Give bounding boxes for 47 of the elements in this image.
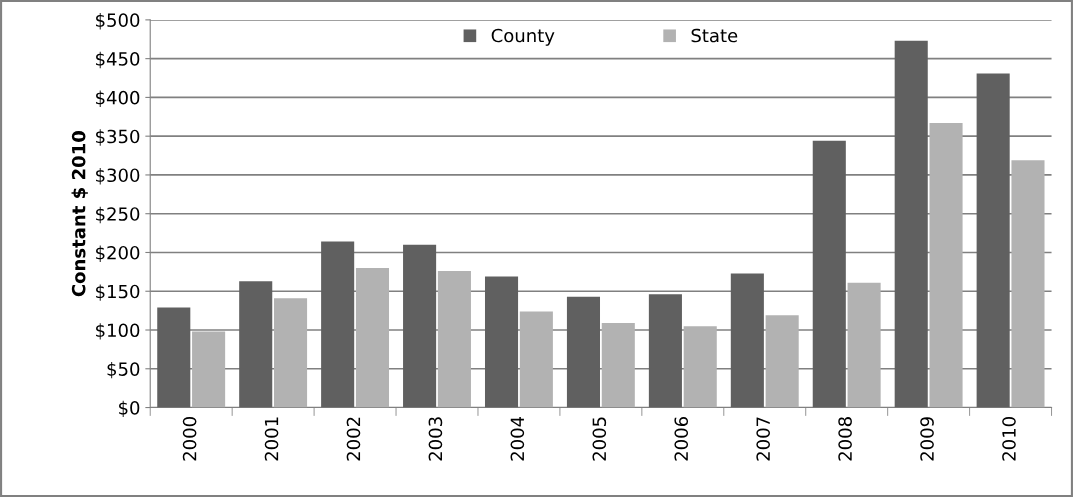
bar <box>321 241 355 408</box>
bar <box>1011 160 1045 408</box>
y-tick-label: $200 <box>96 245 140 262</box>
x-tick-label: 2005 <box>592 417 607 461</box>
bar <box>894 40 928 408</box>
x-tick-label: 2003 <box>428 417 443 461</box>
bar <box>929 123 963 408</box>
bar <box>239 281 273 408</box>
y-tick-label: $150 <box>96 284 140 301</box>
x-tick-label: 2009 <box>920 417 934 461</box>
bar <box>976 73 1010 408</box>
bar <box>519 311 553 408</box>
bar <box>812 140 846 408</box>
bar <box>274 298 308 408</box>
bar <box>192 331 226 408</box>
x-tick-label: 2002 <box>346 417 361 461</box>
bar <box>437 271 471 408</box>
bar <box>847 282 881 408</box>
y-tick-label: $0 <box>119 400 140 418</box>
x-tick-label: 2010 <box>1002 417 1016 461</box>
y-tick-label: $250 <box>96 206 140 224</box>
bar <box>355 267 390 408</box>
bar <box>157 307 191 408</box>
y-tick-label: $450 <box>96 51 140 69</box>
y-axis-title: Constant $ 2010 <box>71 131 88 297</box>
y-tick-label: $100 <box>96 323 140 340</box>
bar <box>484 276 519 408</box>
x-tick-label: 2000 <box>182 417 197 461</box>
x-tick-label: 2008 <box>838 417 852 461</box>
y-tick-label: $500 <box>96 13 140 30</box>
bar <box>683 326 717 408</box>
y-tick-label: $400 <box>96 90 140 107</box>
bar <box>601 323 635 408</box>
y-tick-label: $50 <box>107 361 140 379</box>
bar <box>648 294 682 408</box>
legend-label: State <box>691 28 738 43</box>
x-tick-label: 2007 <box>756 417 770 461</box>
x-tick-label: 2004 <box>510 416 525 461</box>
legend-label: County <box>491 28 555 46</box>
x-tick-label: 2006 <box>674 417 689 461</box>
bar <box>765 315 799 408</box>
bar <box>403 244 437 408</box>
x-tick-label: 2001 <box>264 417 279 461</box>
y-tick-label: $300 <box>96 168 140 185</box>
y-tick-label: $350 <box>96 129 140 146</box>
bar <box>566 296 601 408</box>
bar <box>730 273 764 408</box>
